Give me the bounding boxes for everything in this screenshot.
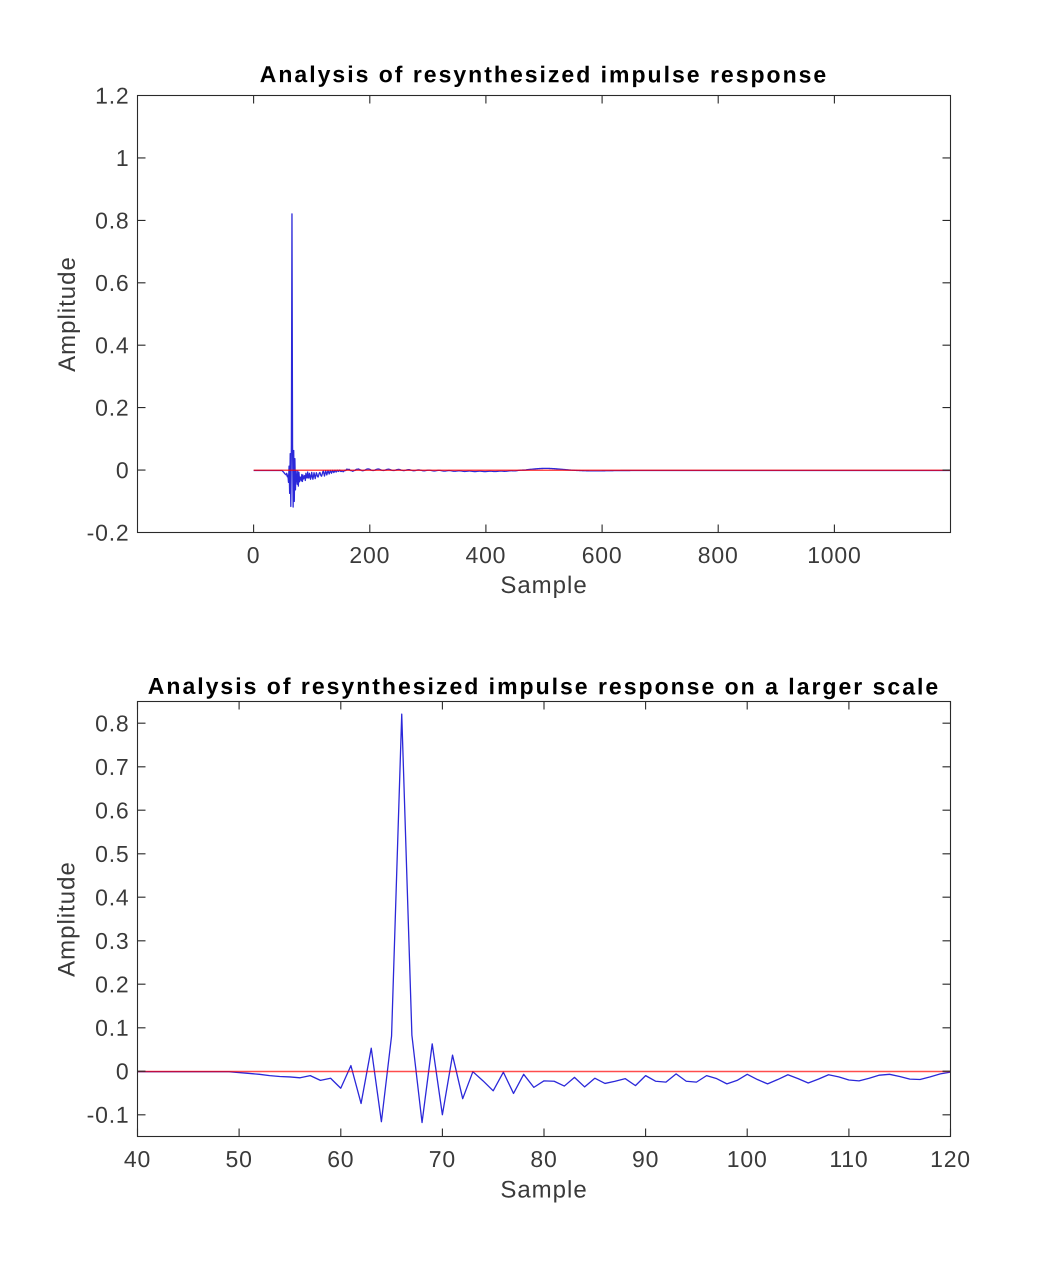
svg-text:0.2: 0.2	[95, 971, 129, 997]
svg-text:Amplitude: Amplitude	[54, 861, 81, 977]
svg-text:0.7: 0.7	[95, 754, 129, 780]
svg-text:80: 80	[530, 1146, 557, 1172]
svg-text:1: 1	[116, 145, 130, 171]
svg-text:0.6: 0.6	[95, 797, 129, 823]
svg-text:Analysis of resynthesized impu: Analysis of resynthesized impulse respon…	[148, 673, 940, 700]
svg-text:200: 200	[349, 542, 390, 568]
svg-text:0.4: 0.4	[95, 884, 129, 910]
svg-text:100: 100	[727, 1146, 768, 1172]
svg-text:0.2: 0.2	[95, 395, 129, 421]
svg-text:Amplitude: Amplitude	[54, 256, 81, 372]
svg-text:0.6: 0.6	[95, 270, 129, 296]
svg-text:90: 90	[632, 1146, 659, 1172]
svg-text:50: 50	[226, 1146, 253, 1172]
svg-text:1000: 1000	[807, 542, 861, 568]
svg-text:0.1: 0.1	[95, 1015, 129, 1041]
svg-text:600: 600	[582, 542, 623, 568]
svg-text:0.8: 0.8	[95, 710, 129, 736]
svg-text:0.3: 0.3	[95, 928, 129, 954]
svg-text:800: 800	[698, 542, 739, 568]
svg-text:0.5: 0.5	[95, 841, 129, 867]
svg-text:40: 40	[124, 1146, 151, 1172]
svg-text:60: 60	[327, 1146, 354, 1172]
svg-text:0.4: 0.4	[95, 332, 129, 358]
svg-text:Sample: Sample	[500, 572, 587, 599]
svg-text:0.8: 0.8	[95, 207, 129, 233]
svg-text:Sample: Sample	[500, 1176, 587, 1203]
svg-text:1.2: 1.2	[95, 83, 129, 109]
svg-text:110: 110	[829, 1146, 868, 1172]
svg-text:-0.2: -0.2	[87, 520, 130, 546]
svg-text:0: 0	[116, 457, 130, 483]
svg-text:0: 0	[116, 1058, 130, 1084]
svg-text:70: 70	[429, 1146, 456, 1172]
svg-text:400: 400	[466, 542, 507, 568]
svg-text:Analysis of resynthesized impu: Analysis of resynthesized impulse respon…	[260, 61, 828, 87]
svg-text:-0.1: -0.1	[87, 1102, 130, 1128]
svg-text:0: 0	[247, 542, 261, 568]
svg-text:120: 120	[930, 1146, 971, 1172]
